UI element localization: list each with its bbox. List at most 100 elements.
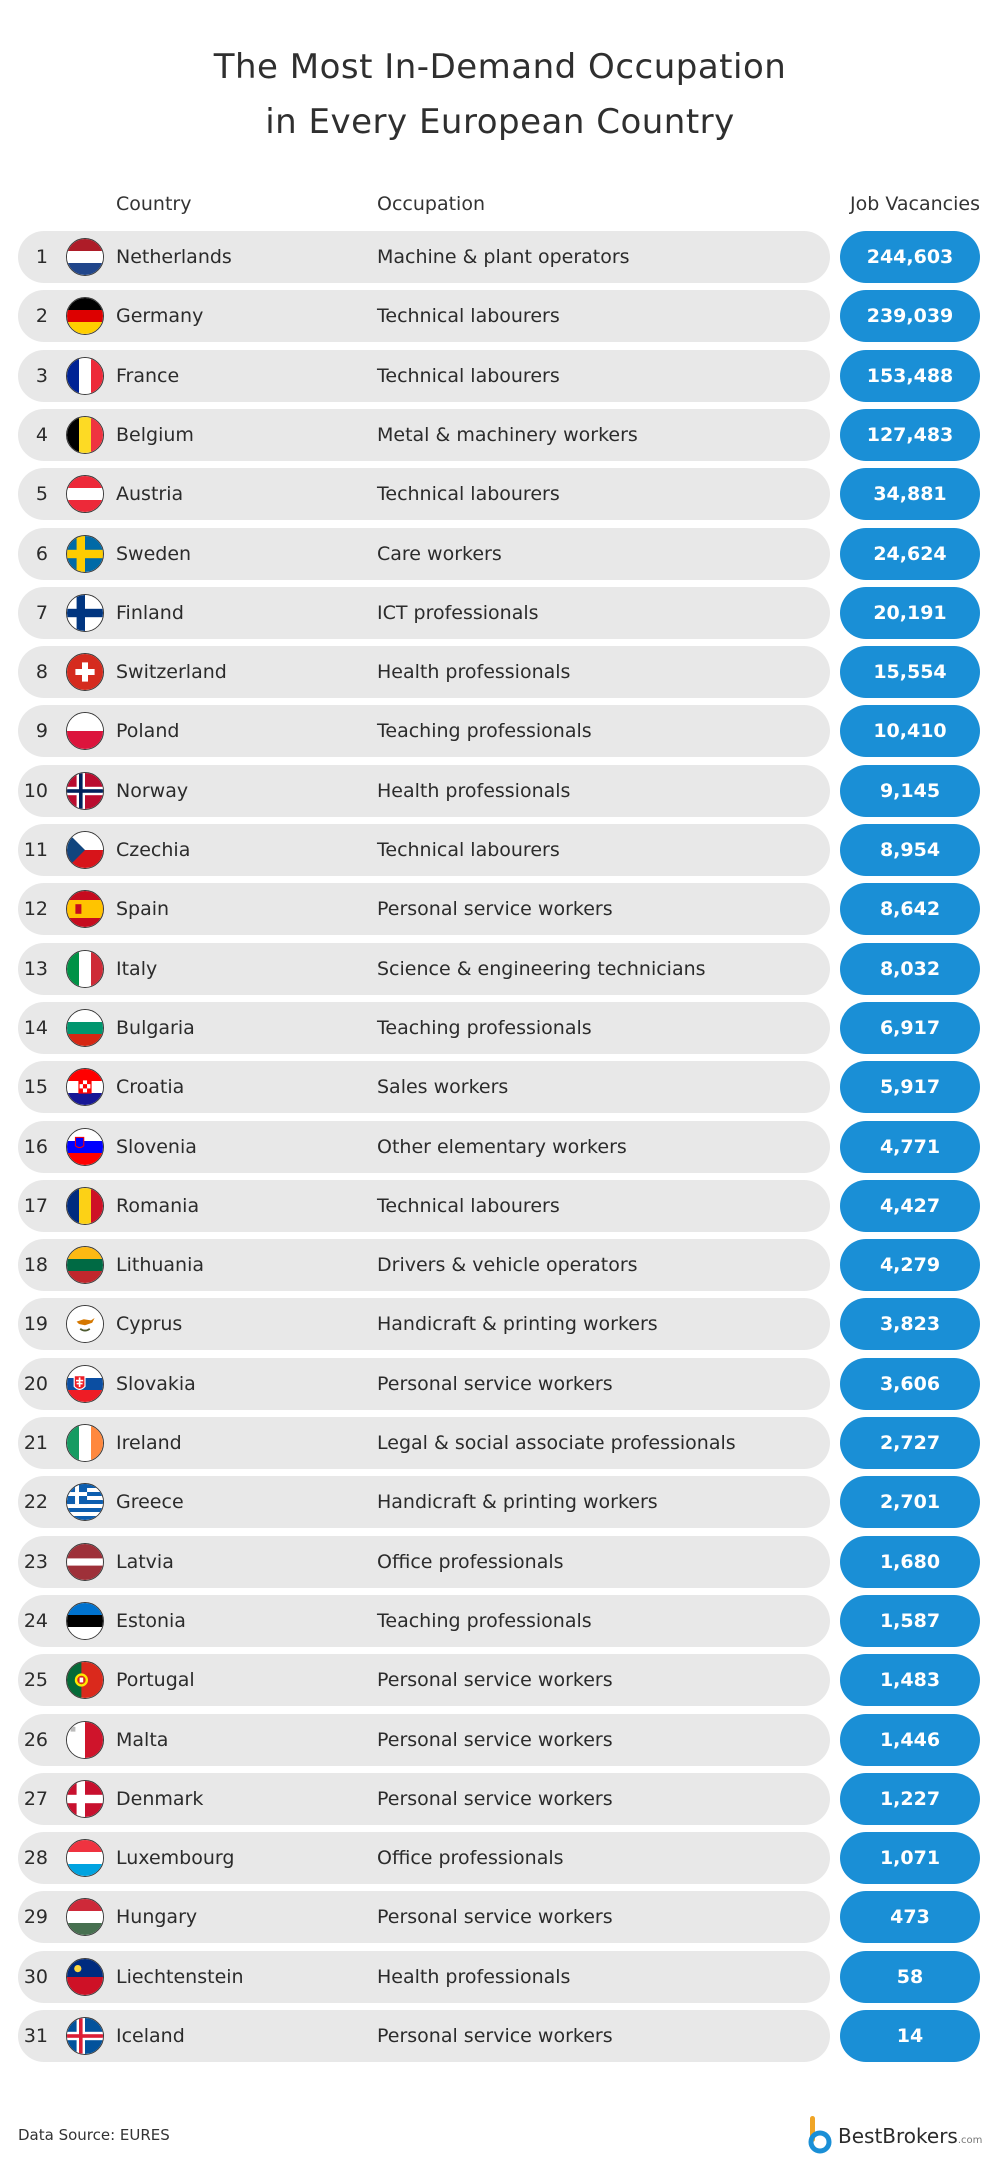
table-row: 23 Latvia Office professionals 1,680 bbox=[18, 1536, 980, 1588]
row-background bbox=[18, 1832, 830, 1884]
row-country: Switzerland bbox=[116, 661, 227, 683]
table-row: 17 Romania Technical labourers 4,427 bbox=[18, 1180, 980, 1232]
flag-hu-icon bbox=[66, 1898, 104, 1936]
row-background bbox=[18, 1595, 830, 1647]
flag-cy-icon bbox=[66, 1305, 104, 1343]
row-vacancies: 5,917 bbox=[840, 1061, 980, 1113]
row-occupation: Handicraft & printing workers bbox=[377, 1491, 658, 1513]
brand-logo: BestBrokers.com bbox=[808, 2116, 982, 2156]
row-occupation: Personal service workers bbox=[377, 898, 613, 920]
table-row: 16 Slovenia Other elementary workers 4,7… bbox=[18, 1121, 980, 1173]
row-occupation: Technical labourers bbox=[377, 365, 560, 387]
table-row: 24 Estonia Teaching professionals 1,587 bbox=[18, 1595, 980, 1647]
row-country: Denmark bbox=[116, 1788, 204, 1810]
row-country: Iceland bbox=[116, 2025, 185, 2047]
table-row: 10 Norway Health professionals 9,145 bbox=[18, 765, 980, 817]
row-vacancies: 9,145 bbox=[840, 765, 980, 817]
row-rank: 19 bbox=[23, 1313, 48, 1335]
table-row: 28 Luxembourg Office professionals 1,071 bbox=[18, 1832, 980, 1884]
table-row: 7 Finland ICT professionals 20,191 bbox=[18, 587, 980, 639]
table-row: 20 Slovakia Personal service workers 3,6… bbox=[18, 1358, 980, 1410]
row-occupation: Teaching professionals bbox=[377, 1610, 592, 1632]
row-vacancies: 8,642 bbox=[840, 883, 980, 935]
flag-ie-icon bbox=[66, 1424, 104, 1462]
row-occupation: Health professionals bbox=[377, 1966, 571, 1988]
title-line-2: in Every European Country bbox=[265, 102, 735, 142]
table-row: 2 Germany Technical labourers 239,039 bbox=[18, 290, 980, 342]
row-occupation: Handicraft & printing workers bbox=[377, 1313, 658, 1335]
row-occupation: Personal service workers bbox=[377, 1669, 613, 1691]
table-row: 5 Austria Technical labourers 34,881 bbox=[18, 468, 980, 520]
table-row: 27 Denmark Personal service workers 1,22… bbox=[18, 1773, 980, 1825]
row-vacancies: 8,032 bbox=[840, 943, 980, 995]
row-country: Greece bbox=[116, 1491, 184, 1513]
row-rank: 20 bbox=[23, 1373, 48, 1395]
row-vacancies: 2,701 bbox=[840, 1476, 980, 1528]
row-background bbox=[18, 1298, 830, 1350]
row-country: Bulgaria bbox=[116, 1017, 195, 1039]
row-rank: 2 bbox=[35, 305, 48, 327]
row-country: Norway bbox=[116, 780, 189, 802]
row-country: Estonia bbox=[116, 1610, 186, 1632]
row-background bbox=[18, 350, 830, 402]
row-country: Malta bbox=[116, 1729, 169, 1751]
row-background bbox=[18, 587, 830, 639]
row-rank: 6 bbox=[35, 543, 48, 565]
row-vacancies: 3,606 bbox=[840, 1358, 980, 1410]
row-country: Hungary bbox=[116, 1906, 198, 1928]
table-row: 22 Greece Handicraft & printing workers … bbox=[18, 1476, 980, 1528]
flag-lu-icon bbox=[66, 1839, 104, 1877]
flag-it-icon bbox=[66, 950, 104, 988]
header-job-vacancies: Job Vacancies bbox=[850, 193, 980, 215]
table-row: 3 France Technical labourers 153,488 bbox=[18, 350, 980, 402]
data-source: Data Source: EURES bbox=[18, 2126, 170, 2144]
row-occupation: Sales workers bbox=[377, 1076, 509, 1098]
bestbrokers-logo-icon bbox=[808, 2116, 832, 2154]
flag-fr-icon bbox=[66, 357, 104, 395]
row-occupation: Health professionals bbox=[377, 661, 571, 683]
table-row: 18 Lithuania Drivers & vehicle operators… bbox=[18, 1239, 980, 1291]
flag-sk-icon bbox=[66, 1365, 104, 1403]
row-background bbox=[18, 943, 830, 995]
row-vacancies: 3,823 bbox=[840, 1298, 980, 1350]
row-background bbox=[18, 705, 830, 757]
row-occupation: Science & engineering technicians bbox=[377, 958, 706, 980]
row-country: Finland bbox=[116, 602, 184, 624]
row-background bbox=[18, 1891, 830, 1943]
row-country: Portugal bbox=[116, 1669, 195, 1691]
row-vacancies: 24,624 bbox=[840, 528, 980, 580]
row-country: Sweden bbox=[116, 543, 192, 565]
row-vacancies: 127,483 bbox=[840, 409, 980, 461]
row-vacancies: 1,227 bbox=[840, 1773, 980, 1825]
flag-lt-icon bbox=[66, 1246, 104, 1284]
row-country: Belgium bbox=[116, 424, 194, 446]
flag-no-icon bbox=[66, 772, 104, 810]
header-country: Country bbox=[116, 193, 192, 215]
row-occupation: Technical labourers bbox=[377, 483, 560, 505]
flag-bg-icon bbox=[66, 1009, 104, 1047]
row-background bbox=[18, 1121, 830, 1173]
table-row: 6 Sweden Care workers 24,624 bbox=[18, 528, 980, 580]
row-country: Netherlands bbox=[116, 246, 232, 268]
row-rank: 16 bbox=[23, 1136, 48, 1158]
row-rank: 7 bbox=[35, 602, 48, 624]
flag-cz-icon bbox=[66, 831, 104, 869]
row-country: Germany bbox=[116, 305, 204, 327]
row-rank: 8 bbox=[35, 661, 48, 683]
row-occupation: Personal service workers bbox=[377, 1788, 613, 1810]
row-rank: 17 bbox=[23, 1195, 48, 1217]
row-background bbox=[18, 528, 830, 580]
flag-gr-icon bbox=[66, 1483, 104, 1521]
row-vacancies: 244,603 bbox=[840, 231, 980, 283]
row-occupation: Office professionals bbox=[377, 1551, 564, 1573]
row-background bbox=[18, 1654, 830, 1706]
table-row: 15 Croatia Sales workers 5,917 bbox=[18, 1061, 980, 1113]
flag-se-icon bbox=[66, 535, 104, 573]
row-occupation: Teaching professionals bbox=[377, 720, 592, 742]
table-row: 12 Spain Personal service workers 8,642 bbox=[18, 883, 980, 935]
brand-name: BestBrokers.com bbox=[838, 2124, 983, 2148]
flag-li-icon bbox=[66, 1958, 104, 1996]
row-rank: 5 bbox=[35, 483, 48, 505]
table-row: 13 Italy Science & engineering technicia… bbox=[18, 943, 980, 995]
